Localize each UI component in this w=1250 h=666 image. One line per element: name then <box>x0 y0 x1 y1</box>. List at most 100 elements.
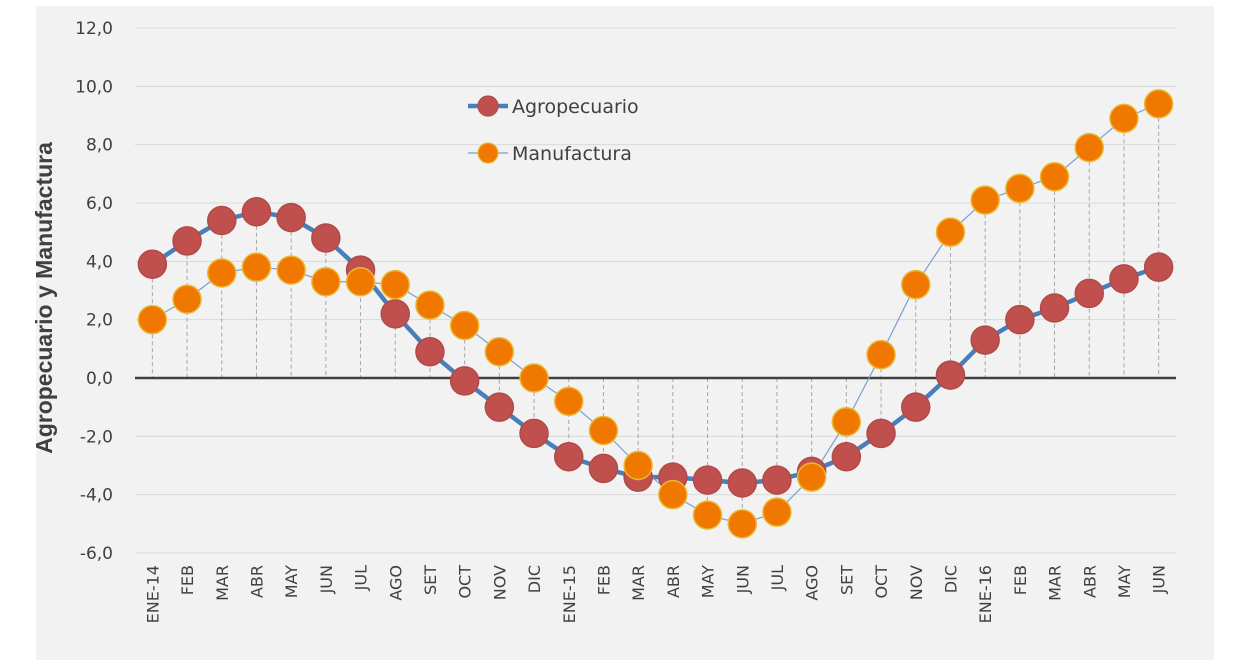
x-tick-label: AGO <box>803 565 822 601</box>
x-tick-label: FEB <box>178 565 197 595</box>
x-tick-label: ABR <box>664 565 683 598</box>
legend-marker <box>477 142 499 164</box>
data-point <box>692 465 723 495</box>
data-point <box>1005 173 1035 204</box>
x-tick-label: JUN <box>733 565 752 594</box>
data-point <box>588 415 619 446</box>
x-tick-label: ABR <box>1080 565 1099 598</box>
data-point <box>449 310 480 341</box>
legend-item-manufactura: Manufactura <box>468 142 632 165</box>
data-point <box>970 185 1000 215</box>
data-point <box>241 252 272 282</box>
legend-marker <box>477 95 499 117</box>
x-tick-label: ENE-16 <box>976 565 995 623</box>
data-point <box>901 269 931 300</box>
x-tick-label: FEB <box>594 565 613 595</box>
x-tick-label: OCT <box>456 565 475 599</box>
x-tick-label: JUN <box>1150 565 1169 594</box>
x-tick-label: MAY <box>699 565 718 599</box>
x-tick-label: JUN <box>317 565 336 594</box>
data-point <box>415 337 445 367</box>
y-tick-label: 6,0 <box>86 194 113 214</box>
data-point <box>970 325 1000 355</box>
data-point <box>172 226 202 256</box>
y-tick-label: 8,0 <box>86 136 113 156</box>
x-tick-label: NOV <box>490 565 509 600</box>
legend-item-agropecuario: Agropecuario <box>468 95 639 118</box>
y-tick-label: -2,0 <box>80 427 113 447</box>
x-tick-label: JUL <box>768 565 787 591</box>
x-tick-label: DIC <box>941 565 960 593</box>
data-point <box>484 392 515 422</box>
data-point <box>1109 103 1139 134</box>
x-axis-ticks: ENE-14 FEB MAR ABR MAY JUN JUL AGO SET OCT NOV DIC E… <box>143 565 1168 624</box>
data-point <box>831 407 862 437</box>
x-tick-label: ENE-14 <box>143 565 162 623</box>
data-point <box>137 249 168 279</box>
y-tick-label: 12,0 <box>75 19 113 39</box>
data-point <box>1074 278 1104 309</box>
data-point <box>866 418 896 449</box>
data-point <box>241 197 272 227</box>
data-point <box>172 284 202 314</box>
x-tick-label: FEB <box>1011 565 1030 595</box>
y-axis-label: Agropecuario y Manufactura <box>31 142 57 454</box>
x-tick-label: SET <box>421 565 440 595</box>
x-tick-label: DIC <box>525 565 544 593</box>
data-point <box>380 299 410 329</box>
y-tick-label: 0,0 <box>86 369 113 389</box>
data-point <box>1039 293 1070 323</box>
x-tick-label: MAR <box>629 565 648 601</box>
x-tick-label: SET <box>837 565 856 595</box>
data-point <box>311 223 341 253</box>
x-tick-label: ENE-15 <box>560 565 579 623</box>
data-point <box>137 304 168 335</box>
data-point <box>588 453 619 484</box>
data-point <box>519 363 549 393</box>
data-point <box>276 202 306 233</box>
x-tick-label: MAR <box>1046 565 1065 601</box>
data-point <box>623 450 653 481</box>
y-tick-label: 10,0 <box>75 77 113 97</box>
data-point <box>831 442 862 472</box>
data-point <box>1005 304 1035 335</box>
x-tick-label: ABR <box>247 565 266 598</box>
x-tick-label: NOV <box>907 565 926 600</box>
x-tick-label: AGO <box>386 565 405 601</box>
x-tick-label: MAR <box>213 565 232 601</box>
data-point <box>207 205 237 236</box>
data-point <box>1143 89 1174 119</box>
data-point <box>276 255 306 285</box>
data-point <box>311 267 341 297</box>
data-point <box>415 290 445 320</box>
y-tick-label: -6,0 <box>80 544 113 564</box>
data-point <box>380 269 410 300</box>
data-point <box>901 392 931 422</box>
data-point <box>935 217 966 247</box>
x-tick-label: MAY <box>1115 565 1134 599</box>
data-point <box>519 418 549 449</box>
y-axis-ticks: 12,0 10,0 8,0 6,0 4,0 2,0 0,0 -2,0 -4,0 -6,0 <box>75 19 113 564</box>
data-point <box>866 339 896 370</box>
x-tick-label: MAY <box>282 565 301 599</box>
data-point <box>1074 132 1104 163</box>
data-point <box>658 479 688 510</box>
legend-label: Agropecuario <box>512 96 639 118</box>
data-point <box>935 360 966 390</box>
legend-label: Manufactura <box>512 143 632 165</box>
data-point <box>727 468 757 498</box>
data-point <box>762 497 792 527</box>
legend: Agropecuario Manufactura <box>468 95 639 165</box>
data-point <box>1039 162 1070 192</box>
data-point <box>1143 252 1174 282</box>
data-point <box>796 462 827 492</box>
y-tick-label: 4,0 <box>86 252 113 272</box>
data-point <box>449 366 480 396</box>
data-point <box>762 465 792 495</box>
series-layer <box>137 89 1174 539</box>
y-tick-label: -4,0 <box>80 486 113 506</box>
data-point <box>727 509 757 539</box>
data-point <box>554 442 584 472</box>
data-point <box>1109 264 1139 294</box>
